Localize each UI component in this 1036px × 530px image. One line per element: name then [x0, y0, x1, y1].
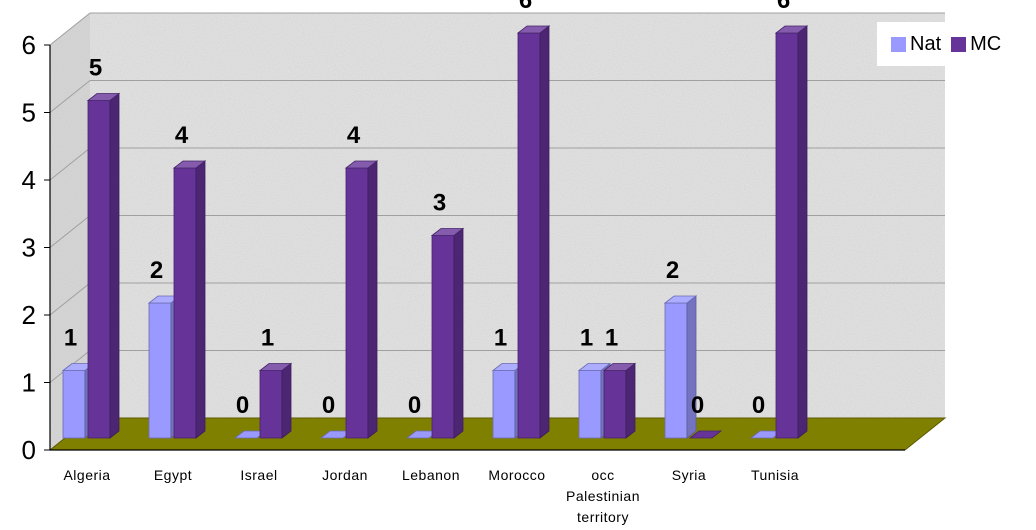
data-label: 6 — [777, 0, 790, 14]
x-tick-label: Israel — [240, 467, 277, 483]
gridline-side — [49, 12, 91, 46]
data-label: 6 — [519, 0, 532, 14]
data-label: 4 — [175, 122, 189, 149]
gridline-side — [49, 147, 91, 181]
data-label: 1 — [261, 325, 274, 352]
x-tick-label: Tunisia — [751, 467, 799, 483]
data-label: 1 — [494, 325, 507, 352]
data-label: 1 — [580, 325, 593, 352]
bar-mc-jordan — [344, 160, 379, 439]
data-label: 0 — [322, 392, 335, 419]
bar-nat-syria — [663, 295, 698, 439]
data-label: 3 — [433, 190, 446, 217]
gridline-side — [49, 215, 91, 248]
y-axis-ticks: 0 1 2 3 4 5 6 — [22, 30, 50, 465]
x-tick-label: territory — [577, 509, 629, 525]
gridline-side — [49, 80, 91, 113]
x-tick-label: Algeria — [63, 467, 110, 483]
y-tick-label: 6 — [22, 30, 36, 60]
bar-mc-morocco — [516, 25, 551, 439]
bar-mc-tunisia — [774, 25, 809, 439]
data-label: 0 — [691, 392, 704, 419]
x-tick-label: Jordan — [322, 467, 368, 483]
bar-mc-syria — [688, 430, 723, 439]
data-label: 0 — [752, 392, 765, 419]
legend-item-nat: Nat — [891, 33, 941, 56]
x-tick-label: Syria — [672, 467, 706, 483]
y-tick-label: 0 — [22, 435, 36, 465]
x-tick-label: Lebanon — [402, 467, 460, 483]
data-label: 4 — [347, 122, 361, 149]
bars — [61, 25, 809, 439]
x-tick-label: occ — [591, 467, 614, 483]
gridline-side — [49, 282, 91, 316]
legend-swatch-nat — [891, 36, 906, 52]
data-label: 1 — [605, 325, 618, 352]
bar-mc-israel — [258, 362, 293, 439]
y-tick-label: 3 — [22, 233, 36, 263]
legend-label-nat: Nat — [910, 32, 942, 55]
data-label: 0 — [408, 392, 421, 419]
bar-mc-lebanon — [430, 227, 465, 439]
data-label: 0 — [236, 392, 249, 419]
bar-mc-occ-palestinian-territory — [602, 362, 637, 439]
x-tick-label: Morocco — [488, 467, 545, 483]
y-tick-label: 1 — [22, 368, 36, 398]
data-label: 5 — [89, 55, 102, 82]
bar-mc-algeria — [86, 92, 121, 439]
y-tick-label: 5 — [22, 98, 36, 128]
data-label: 1 — [64, 325, 77, 352]
legend-label-mc: MC — [970, 32, 1002, 55]
data-label: 2 — [150, 257, 163, 284]
bar-mc-egypt — [172, 160, 207, 439]
legend-item-mc: MC — [951, 33, 1001, 56]
legend: Nat MC — [877, 22, 1036, 66]
x-tick-label: Palestinian — [566, 488, 640, 504]
x-axis-ticks: Algeria Egypt Israel Jordan Lebanon Morocco oc… — [63, 467, 799, 525]
y-tick-label: 2 — [22, 300, 36, 330]
y-tick-label: 4 — [22, 165, 36, 195]
x-tick-label: Egypt — [154, 467, 192, 483]
data-label: 2 — [666, 257, 679, 284]
legend-swatch-mc — [951, 36, 967, 52]
